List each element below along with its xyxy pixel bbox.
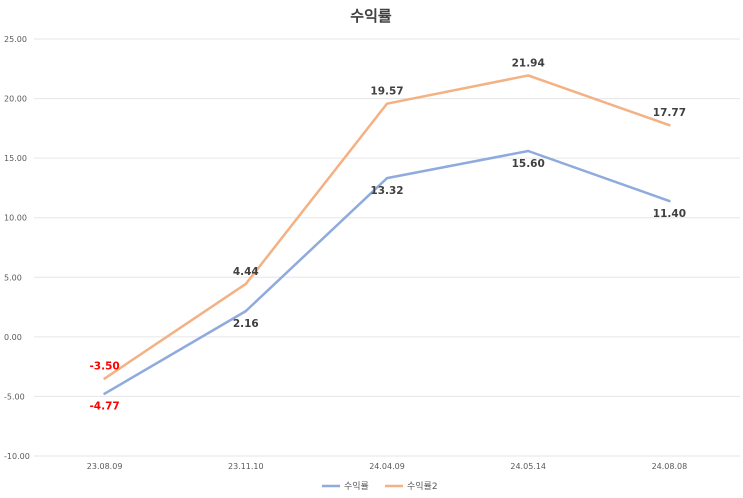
y-tick-label: 20.00 [4,95,27,104]
x-axis-ticks: 23.08.09 23.11.10 24.04.09 24.05.14 24.08.08 [87,462,687,471]
y-tick-label: 15.00 [4,154,27,163]
data-point [103,392,106,395]
data-label: -3.50 [89,361,119,373]
x-tick-label: 24.05.14 [510,462,546,471]
x-tick-label: 23.11.10 [228,462,264,471]
data-point [244,282,247,286]
data-label: 11.40 [653,208,686,220]
data-point [244,309,247,313]
legend-entry: 수익률2 [407,480,438,492]
data-point [527,74,530,77]
data-label: 21.94 [512,57,545,69]
y-tick-label: -10.00 [4,452,30,461]
data-point [668,199,671,203]
grid-layer [34,38,740,457]
legend-entry: 수익률 [344,480,369,492]
data-label: 13.32 [370,185,403,197]
data-point [385,176,389,180]
x-tick-label: 24.08.08 [652,462,688,471]
legend: 수익률 수익률2 [322,480,438,492]
data-label: 19.57 [370,86,403,98]
data-label: 4.44 [233,266,259,278]
chart-title: 수익률 [350,7,392,25]
data-label: -4.77 [89,401,119,413]
data-point [527,149,530,153]
y-tick-label: 25.00 [4,35,27,44]
y-axis-ticks: -10.00 -5.00 0.00 5.00 10.00 15.00 20.00 25.00 [4,35,30,461]
series-layer [103,74,671,395]
y-tick-label: 10.00 [4,214,27,223]
x-tick-label: 23.08.09 [87,462,123,471]
y-tick-label: 0.00 [4,333,22,342]
data-point [103,377,106,380]
data-label: 2.16 [233,318,259,330]
y-tick-label: 5.00 [4,273,22,282]
x-tick-label: 24.04.09 [369,462,405,471]
data-label: 15.60 [512,158,545,170]
data-point [668,123,671,127]
data-labels: -4.77 2.16 13.32 15.60 11.40 -3.50 4.44 19.57 21… [89,57,686,412]
data-label: 17.77 [653,107,686,119]
data-point [385,102,389,105]
series-line [103,74,671,380]
y-tick-label: -5.00 [4,392,25,401]
